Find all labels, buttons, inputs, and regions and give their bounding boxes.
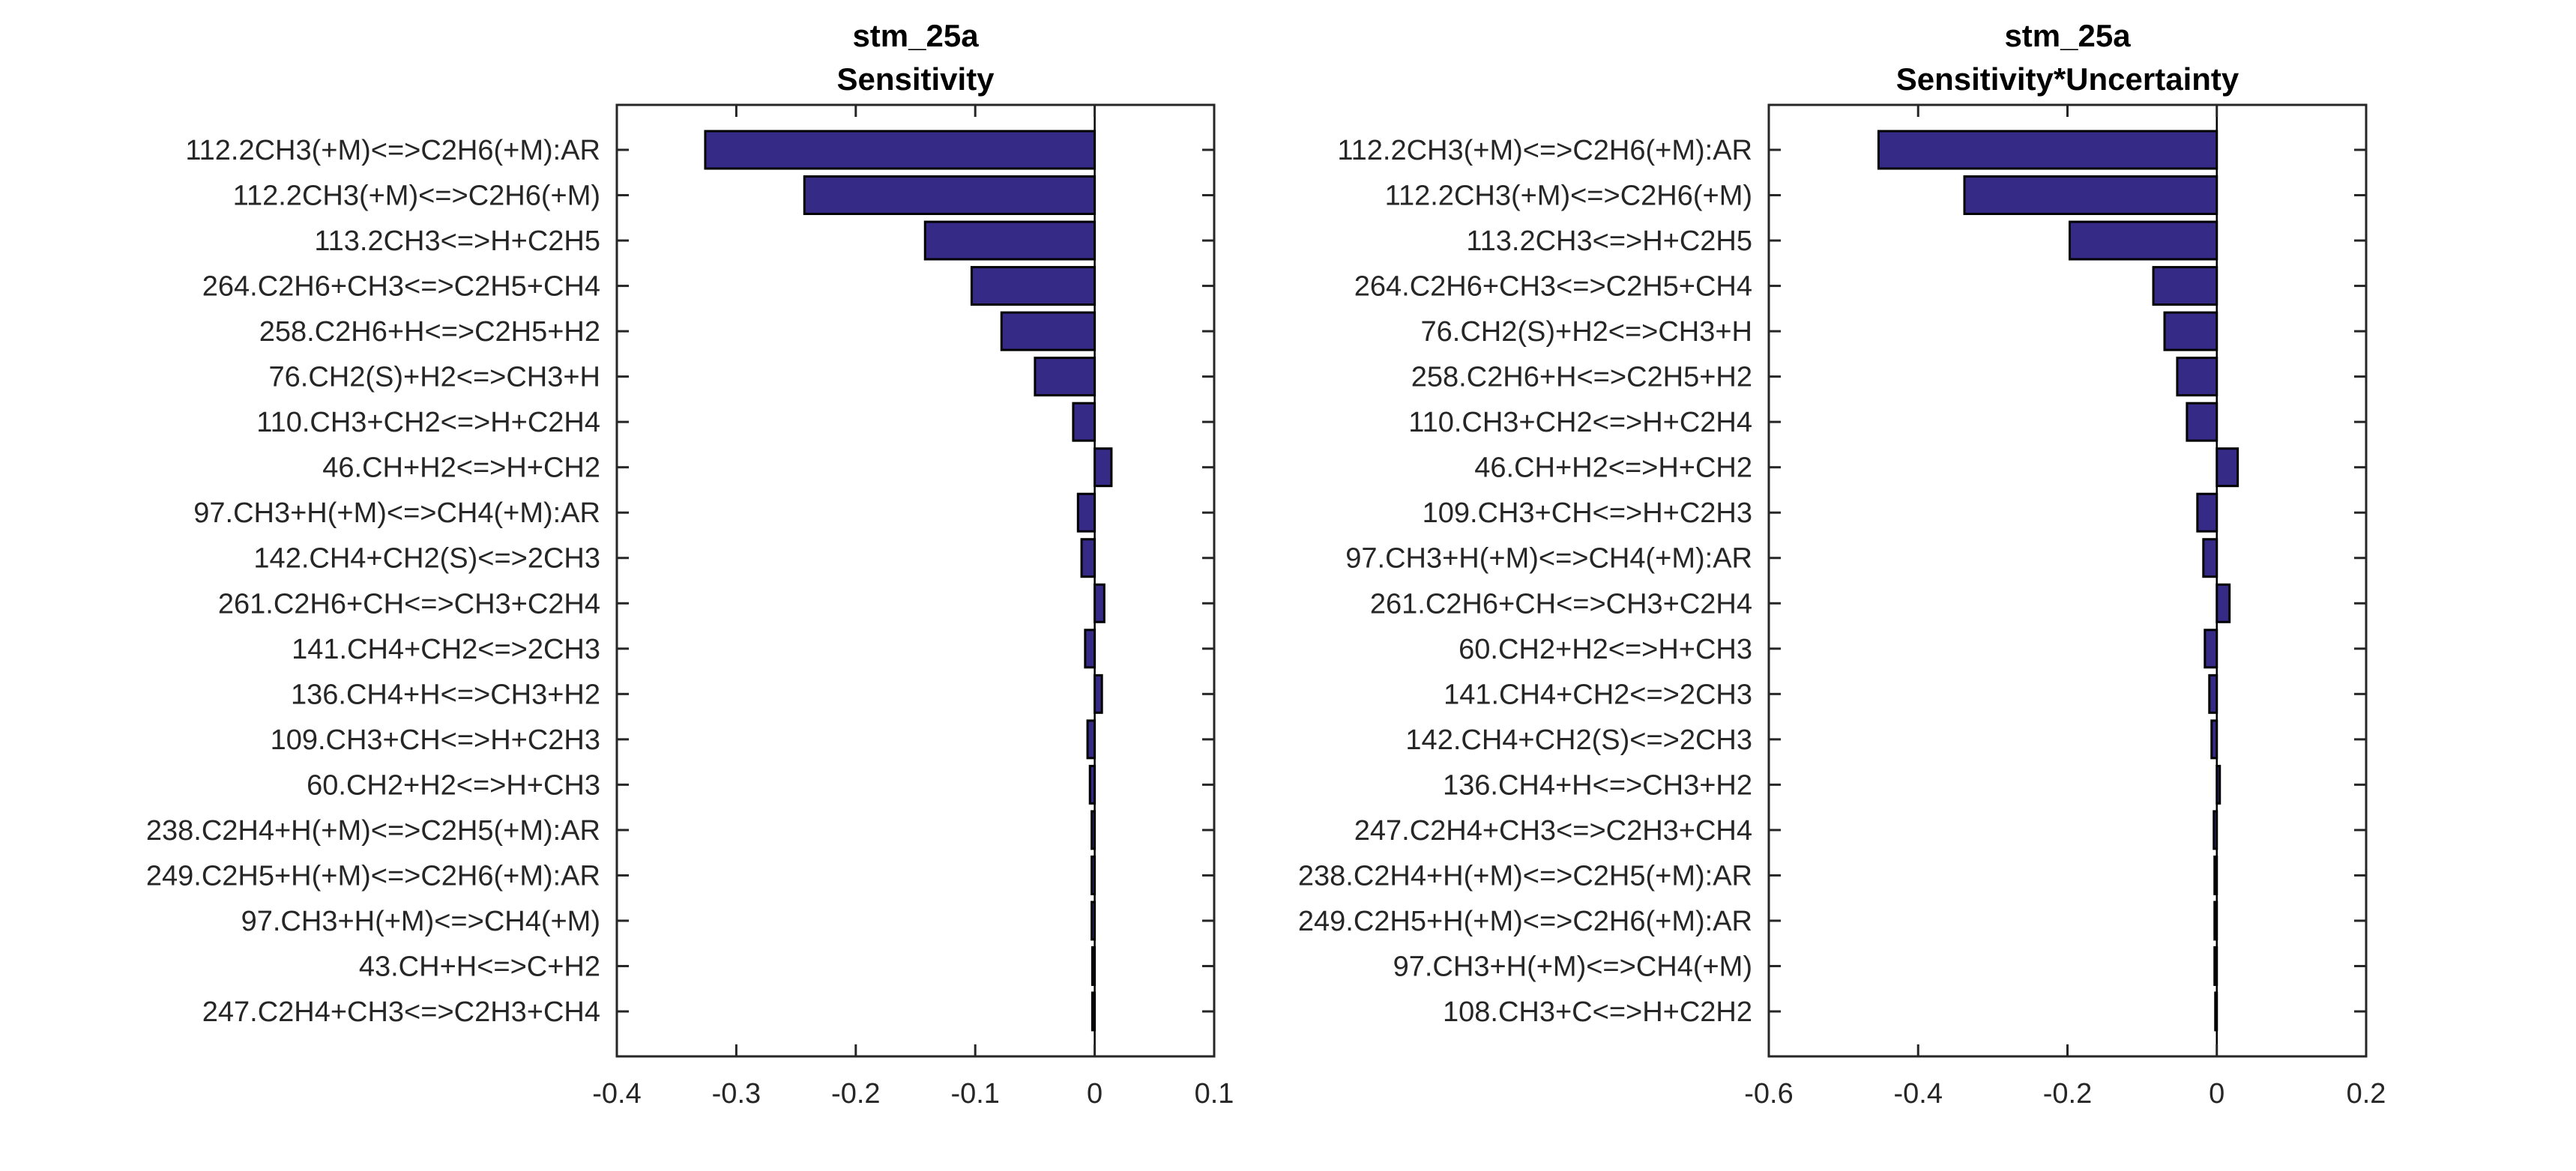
y-tick-label: 261.C2H6+CH<=>CH3+C2H4 [218,588,600,620]
y-tick-label: 97.CH3+H(+M)<=>CH4(+M) [1393,951,1752,982]
bar [803,175,1097,216]
chart-title-line-2: Sensitivity [836,61,995,97]
bar [1963,175,2218,216]
bar [1080,538,1097,578]
chart-2: stm_25a Sensitivity*Uncertainty 112.2CH3(+… [1298,18,2386,1110]
axes-box [1767,103,2368,1058]
bar [2163,311,2218,351]
y-tick-label: 141.CH4+CH2<=>2CH3 [1444,679,1752,710]
x-tick-label: -0.3 [712,1078,761,1110]
y-tick-label: 110.CH3+CH2<=>H+C2H4 [256,407,600,438]
y-tick-label: 110.CH3+CH2<=>H+C2H4 [1408,407,1752,438]
chart-title-line-1: stm_25a [852,18,979,53]
y-tick-label: 264.C2H6+CH3<=>C2H5+CH4 [202,271,600,303]
bar [2196,492,2218,533]
bar [970,266,1097,306]
bar [1094,447,1113,488]
y-tick-label: 249.C2H5+H(+M)<=>C2H6(+M):AR [1298,906,1752,937]
bar [1084,629,1097,669]
bar [2186,402,2218,442]
bar [1034,357,1097,397]
y-tick-label: 46.CH+H2<=>H+CH2 [1474,453,1752,484]
chart-1: stm_25a Sensitivity 112.2CH3(+M)<=>C2H6(+M… [146,18,1234,1110]
bar [2215,447,2239,488]
y-tick-label: 97.CH3+H(+M)<=>CH4(+M):AR [1345,543,1752,575]
bar [1094,674,1103,714]
axes-box [615,103,1216,1058]
bar [704,130,1097,170]
x-tick-label: 0 [2209,1078,2224,1110]
y-tick-label: 76.CH2(S)+H2<=>CH3+H [269,362,601,393]
y-tick-label: 261.C2H6+CH<=>CH3+C2H4 [1370,588,1752,620]
y-tick-label: 142.CH4+CH2(S)<=>2CH3 [1405,724,1752,756]
y-tick-label: 112.2CH3(+M)<=>C2H6(+M) [1385,181,1752,212]
x-tick-label: -0.1 [950,1078,999,1110]
y-tick-label: 247.C2H4+CH3<=>C2H3+CH4 [1354,815,1752,847]
y-tick-label: 238.C2H4+H(+M)<=>C2H5(+M):AR [146,815,600,847]
y-tick-label: 112.2CH3(+M)<=>C2H6(+M):AR [1337,135,1752,166]
bar [1000,311,1097,351]
y-tick-label: 97.CH3+H(+M)<=>CH4(+M) [241,906,600,937]
y-tick-label: 136.CH4+H<=>CH3+H2 [291,679,600,710]
y-tick-label: 113.2CH3<=>H+C2H5 [1466,226,1752,257]
y-tick-label: 112.2CH3(+M)<=>C2H6(+M):AR [185,135,600,166]
bar [2202,538,2218,578]
y-tick-label: 76.CH2(S)+H2<=>CH3+H [1421,316,1753,348]
x-tick-label: -0.2 [2043,1078,2092,1110]
bar [1094,583,1105,623]
y-tick-label: 141.CH4+CH2<=>2CH3 [292,634,600,665]
y-tick-label: 258.C2H6+H<=>C2H5+H2 [1411,362,1752,393]
x-tick-label: 0.2 [2347,1078,2386,1110]
bar [923,220,1097,261]
bar [1086,719,1097,760]
y-tick-label: 142.CH4+CH2(S)<=>2CH3 [253,543,600,575]
chart-title-line-1: stm_25a [2004,18,2131,53]
y-tick-label: 249.C2H5+H(+M)<=>C2H6(+M):AR [146,860,600,892]
y-tick-label: 247.C2H4+CH3<=>C2H3+CH4 [202,996,600,1028]
y-tick-label: 108.CH3+C<=>H+C2H2 [1443,996,1752,1028]
bar [2215,583,2231,623]
y-tick-label: 112.2CH3(+M)<=>C2H6(+M) [233,181,600,212]
bar [1072,402,1097,442]
y-tick-label: 97.CH3+H(+M)<=>CH4(+M):AR [193,497,600,529]
y-tick-label: 264.C2H6+CH3<=>C2H5+CH4 [1354,271,1752,303]
x-tick-label: -0.2 [831,1078,880,1110]
y-tick-label: 109.CH3+CH<=>H+C2H3 [271,724,600,756]
y-tick-label: 60.CH2+H2<=>H+CH3 [1459,634,1752,665]
y-tick-label: 46.CH+H2<=>H+CH2 [322,453,600,484]
y-tick-label: 43.CH+H<=>C+H2 [359,951,600,982]
bar [2068,220,2218,261]
x-tick-label: -0.4 [1894,1078,1943,1110]
x-tick-label: -0.4 [592,1078,641,1110]
bar [2152,266,2218,306]
x-tick-label: -0.6 [1744,1078,1793,1110]
chart-title-line-2: Sensitivity*Uncertainty [1896,61,2239,97]
y-tick-label: 109.CH3+CH<=>H+C2H3 [1423,497,1752,529]
bar [2176,357,2218,397]
y-tick-label: 113.2CH3<=>H+C2H5 [314,226,600,257]
y-tick-label: 60.CH2+H2<=>H+CH3 [307,769,600,801]
bar [2208,674,2218,714]
bar [1076,492,1097,533]
x-tick-label: 0 [1087,1078,1103,1110]
y-tick-label: 258.C2H6+H<=>C2H5+H2 [259,316,600,348]
x-tick-label: 0.1 [1195,1078,1234,1110]
bar [1877,130,2218,170]
y-tick-label: 238.C2H4+H(+M)<=>C2H5(+M):AR [1298,860,1752,892]
y-tick-label: 136.CH4+H<=>CH3+H2 [1443,769,1752,801]
bar [2204,629,2218,669]
